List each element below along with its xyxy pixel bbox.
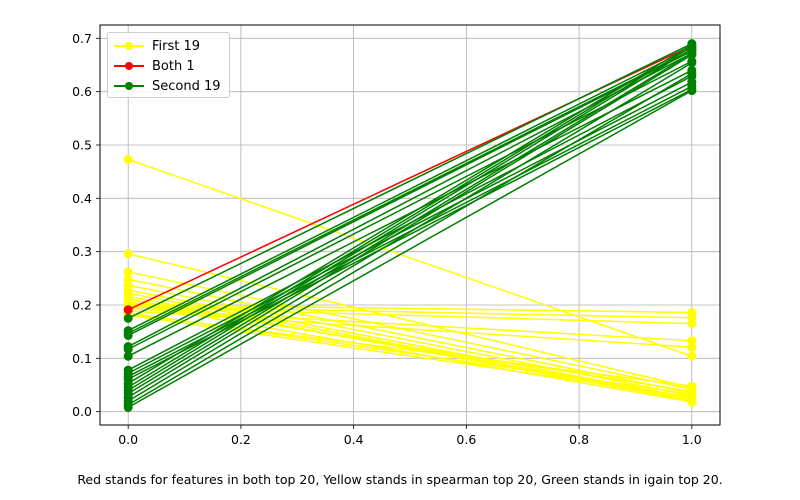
series-line (127, 158, 693, 357)
legend: First 19 Both 1 Second 19 (107, 32, 230, 98)
legend-dot (125, 82, 133, 90)
data-point (123, 305, 133, 315)
series-lines (123, 39, 697, 412)
legend-label-second: Second 19 (152, 78, 221, 94)
series-line (128, 284, 692, 397)
x-axis: 0.0 0.2 0.4 0.6 0.8 1.0 (118, 425, 702, 447)
legend-label-first: First 19 (152, 38, 201, 54)
data-point (687, 381, 697, 391)
data-point (687, 351, 697, 361)
series-line (128, 302, 692, 403)
data-point (123, 402, 133, 412)
series-line (128, 313, 692, 387)
legend-marker-both (114, 60, 144, 72)
data-point (123, 313, 133, 323)
data-point (687, 342, 697, 352)
x-tick-label: 0.4 (344, 432, 364, 447)
series-line (128, 306, 692, 325)
data-point (687, 50, 697, 60)
x-tick-label: 1.0 (682, 432, 702, 447)
data-point (687, 392, 697, 402)
series-line (128, 271, 692, 391)
series-line (128, 303, 692, 314)
series-line (127, 89, 693, 409)
caption: Red stands for features in both top 20, … (77, 472, 723, 487)
series-line (127, 46, 693, 388)
data-point (123, 154, 133, 164)
series-line (127, 52, 693, 348)
data-point (123, 267, 133, 277)
series-line (127, 42, 693, 320)
y-tick-label: 0.3 (72, 244, 92, 259)
legend-item-both: Both 1 (114, 56, 223, 76)
y-tick-label: 0.0 (72, 404, 92, 419)
y-tick-label: 0.2 (72, 298, 92, 313)
series-line (127, 46, 693, 332)
y-tick-label: 0.6 (72, 84, 92, 99)
legend-marker-first (114, 40, 144, 52)
x-tick-label: 0.0 (118, 432, 138, 447)
legend-dot (125, 42, 133, 50)
series-line (128, 307, 692, 342)
data-point (687, 69, 697, 79)
series-line (127, 49, 693, 334)
series-line (127, 81, 693, 374)
y-tick-label: 0.5 (72, 138, 92, 153)
x-tick-label: 0.8 (569, 432, 589, 447)
data-point (123, 351, 133, 361)
legend-dot (125, 62, 133, 70)
y-tick-label: 0.1 (72, 351, 92, 366)
data-point (687, 336, 697, 346)
data-point (687, 86, 697, 96)
series-line (127, 72, 693, 406)
y-tick-label: 0.4 (72, 191, 92, 206)
legend-label-both: Both 1 (152, 58, 195, 74)
data-point (123, 344, 133, 354)
series-line (128, 310, 692, 348)
series-line (127, 44, 693, 385)
series-line (127, 50, 693, 337)
legend-item-first: First 19 (114, 36, 223, 56)
data-point (123, 330, 133, 340)
series-second-19 (123, 39, 697, 412)
x-tick-label: 0.2 (231, 432, 251, 447)
series-line (128, 253, 692, 389)
series-line (127, 62, 693, 402)
data-point (687, 319, 697, 329)
y-tick-label: 0.7 (72, 31, 92, 46)
data-point (123, 249, 133, 259)
x-tick-label: 0.6 (456, 432, 476, 447)
legend-marker-second (114, 80, 144, 92)
series-line (127, 52, 693, 395)
series-line (127, 54, 693, 398)
data-point (687, 58, 697, 68)
plot-frame (99, 24, 721, 426)
y-axis: 0.0 0.1 0.2 0.3 0.4 0.5 0.6 0.7 (72, 31, 100, 419)
legend-item-second: Second 19 (114, 76, 223, 96)
series-line (127, 48, 693, 391)
